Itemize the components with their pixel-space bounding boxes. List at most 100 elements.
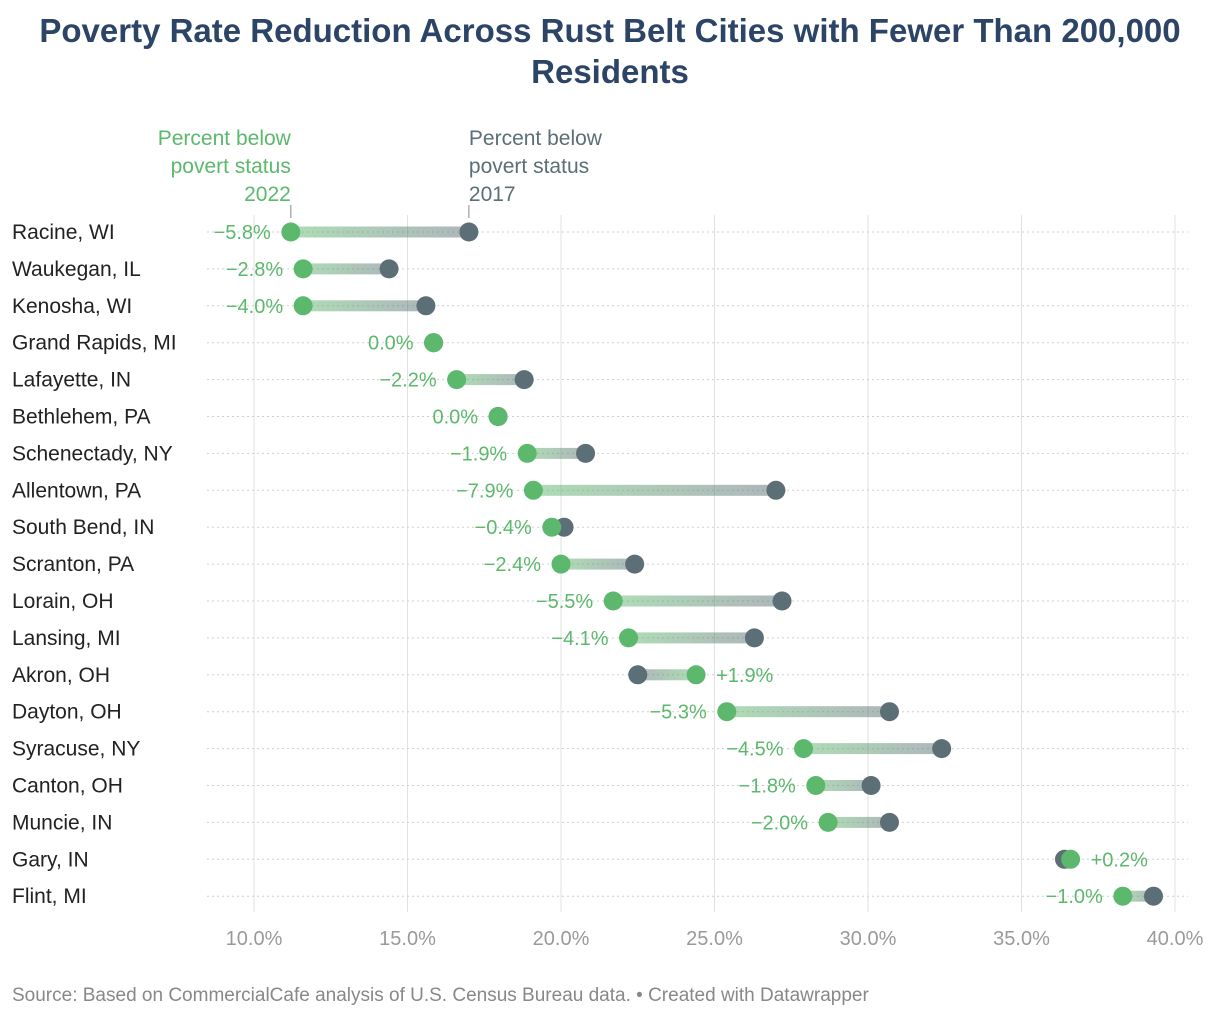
dot-2022 <box>794 739 814 759</box>
change-label: −5.8% <box>214 222 271 244</box>
dot-2017 <box>744 628 764 648</box>
dot-2022 <box>603 591 623 611</box>
range-bar <box>828 816 890 828</box>
city-label: Lorain, OH <box>12 590 114 613</box>
dot-2022 <box>523 480 543 500</box>
change-label: −2.4% <box>484 554 541 576</box>
city-label: Dayton, OH <box>12 701 122 724</box>
legend-2022-text: 2022 <box>244 183 291 206</box>
city-label: Grand Rapids, MI <box>12 332 177 355</box>
dot-2022 <box>551 554 571 574</box>
dot-2017 <box>459 222 479 242</box>
x-tick-label: 20.0% <box>533 928 590 950</box>
dot-2017 <box>416 296 436 316</box>
change-label: +0.2% <box>1091 849 1148 871</box>
range-bar <box>303 263 390 275</box>
range-bar <box>726 706 890 718</box>
x-axis: 10.0% 15.0% 20.0% 25.0% 30.0% 35.0% 40.0% <box>226 928 1204 950</box>
dot-2022 <box>281 222 301 242</box>
legend-2017-text: povert status <box>469 155 589 178</box>
city-label: Allentown, PA <box>12 479 141 502</box>
dot-2017 <box>766 480 786 500</box>
dot-2017 <box>628 665 648 685</box>
dot-2022 <box>517 443 537 463</box>
dot-2017 <box>861 776 881 795</box>
city-label: Lafayette, IN <box>12 369 131 392</box>
dot-2022 <box>447 370 467 390</box>
legend-2022-text: Percent below <box>158 127 292 150</box>
range-bar <box>290 226 469 238</box>
rows-layer: Racine, WI −5.8% Waukegan, IL −2.8% Kenosha,… <box>12 221 1164 908</box>
legend-2017-text: 2017 <box>469 183 516 206</box>
dot-2022 <box>293 259 313 279</box>
change-label: −1.9% <box>450 443 507 465</box>
dot-2017 <box>576 443 596 463</box>
city-label: Flint, MI <box>12 885 87 908</box>
change-label: −4.5% <box>726 739 783 761</box>
city-label: Lansing, MI <box>12 627 121 650</box>
dot-2017 <box>932 739 952 759</box>
range-bar <box>527 447 586 459</box>
change-label: −4.0% <box>226 296 283 318</box>
city-label: Syracuse, NY <box>12 738 140 761</box>
dot-2017 <box>625 554 645 574</box>
range-bar <box>815 780 872 791</box>
range-bar <box>628 632 755 644</box>
range-bar <box>613 595 783 607</box>
range-bar <box>303 300 426 312</box>
change-label: −7.9% <box>456 480 513 502</box>
dot-2022 <box>1113 886 1133 906</box>
city-label: Kenosha, WI <box>12 295 132 318</box>
city-label: Akron, OH <box>12 664 110 687</box>
range-bar <box>1122 890 1154 902</box>
change-label: 0.0% <box>368 333 414 355</box>
dot-2022 <box>717 702 737 722</box>
change-label: 0.0% <box>432 407 478 429</box>
source-note: Source: Based on CommercialCafe analysis… <box>12 985 869 1006</box>
x-tick-label: 15.0% <box>379 928 436 950</box>
range-bar <box>637 669 697 681</box>
dot-2022 <box>1061 849 1081 869</box>
change-label: −1.0% <box>1046 886 1103 908</box>
x-tick-label: 10.0% <box>226 928 283 950</box>
city-label: Schenectady, NY <box>12 442 173 465</box>
range-bar <box>456 374 525 386</box>
chart-title: Poverty Rate Reduction Across Rust Belt … <box>39 12 1181 90</box>
dot-range-chart: Racine, WI −5.8% Waukegan, IL −2.8% Kenosha,… <box>12 127 1204 950</box>
x-tick-label: 40.0% <box>1147 928 1204 950</box>
dot-2022 <box>542 517 562 537</box>
range-bar <box>803 743 942 755</box>
city-label: Gary, IN <box>12 848 89 871</box>
city-label: Bethlehem, PA <box>12 406 151 429</box>
change-label: −0.4% <box>475 517 532 539</box>
city-label: Waukegan, IL <box>12 258 141 281</box>
city-label: Scranton, PA <box>12 553 134 576</box>
change-label: +1.9% <box>716 665 773 687</box>
x-tick-label: 25.0% <box>686 928 743 950</box>
range-bar <box>561 558 635 570</box>
dot-2022 <box>424 333 444 353</box>
change-label: −1.8% <box>739 776 796 798</box>
city-label: South Bend, IN <box>12 516 154 539</box>
change-label: −2.8% <box>226 259 283 281</box>
dot-2022 <box>806 776 826 795</box>
dot-2017 <box>379 259 399 279</box>
dot-2017 <box>879 812 899 832</box>
change-label: −5.3% <box>650 702 707 724</box>
dot-2017 <box>772 591 792 611</box>
dot-2022 <box>619 628 639 648</box>
legend-layer: Percent below povert status 2022 Percent be… <box>158 127 603 218</box>
dot-2022 <box>818 812 838 832</box>
dot-2022 <box>293 296 313 316</box>
dot-2017 <box>879 702 899 722</box>
city-label: Canton, OH <box>12 775 123 798</box>
legend-2022-text: povert status <box>171 155 291 178</box>
x-tick-label: 30.0% <box>840 928 897 950</box>
change-label: −5.5% <box>536 591 593 613</box>
dot-2022 <box>686 665 706 685</box>
dot-2017 <box>1144 886 1164 906</box>
change-label: −2.0% <box>751 812 808 834</box>
dot-2017 <box>514 370 534 390</box>
change-label: −4.1% <box>551 628 608 650</box>
range-bar <box>533 484 776 496</box>
